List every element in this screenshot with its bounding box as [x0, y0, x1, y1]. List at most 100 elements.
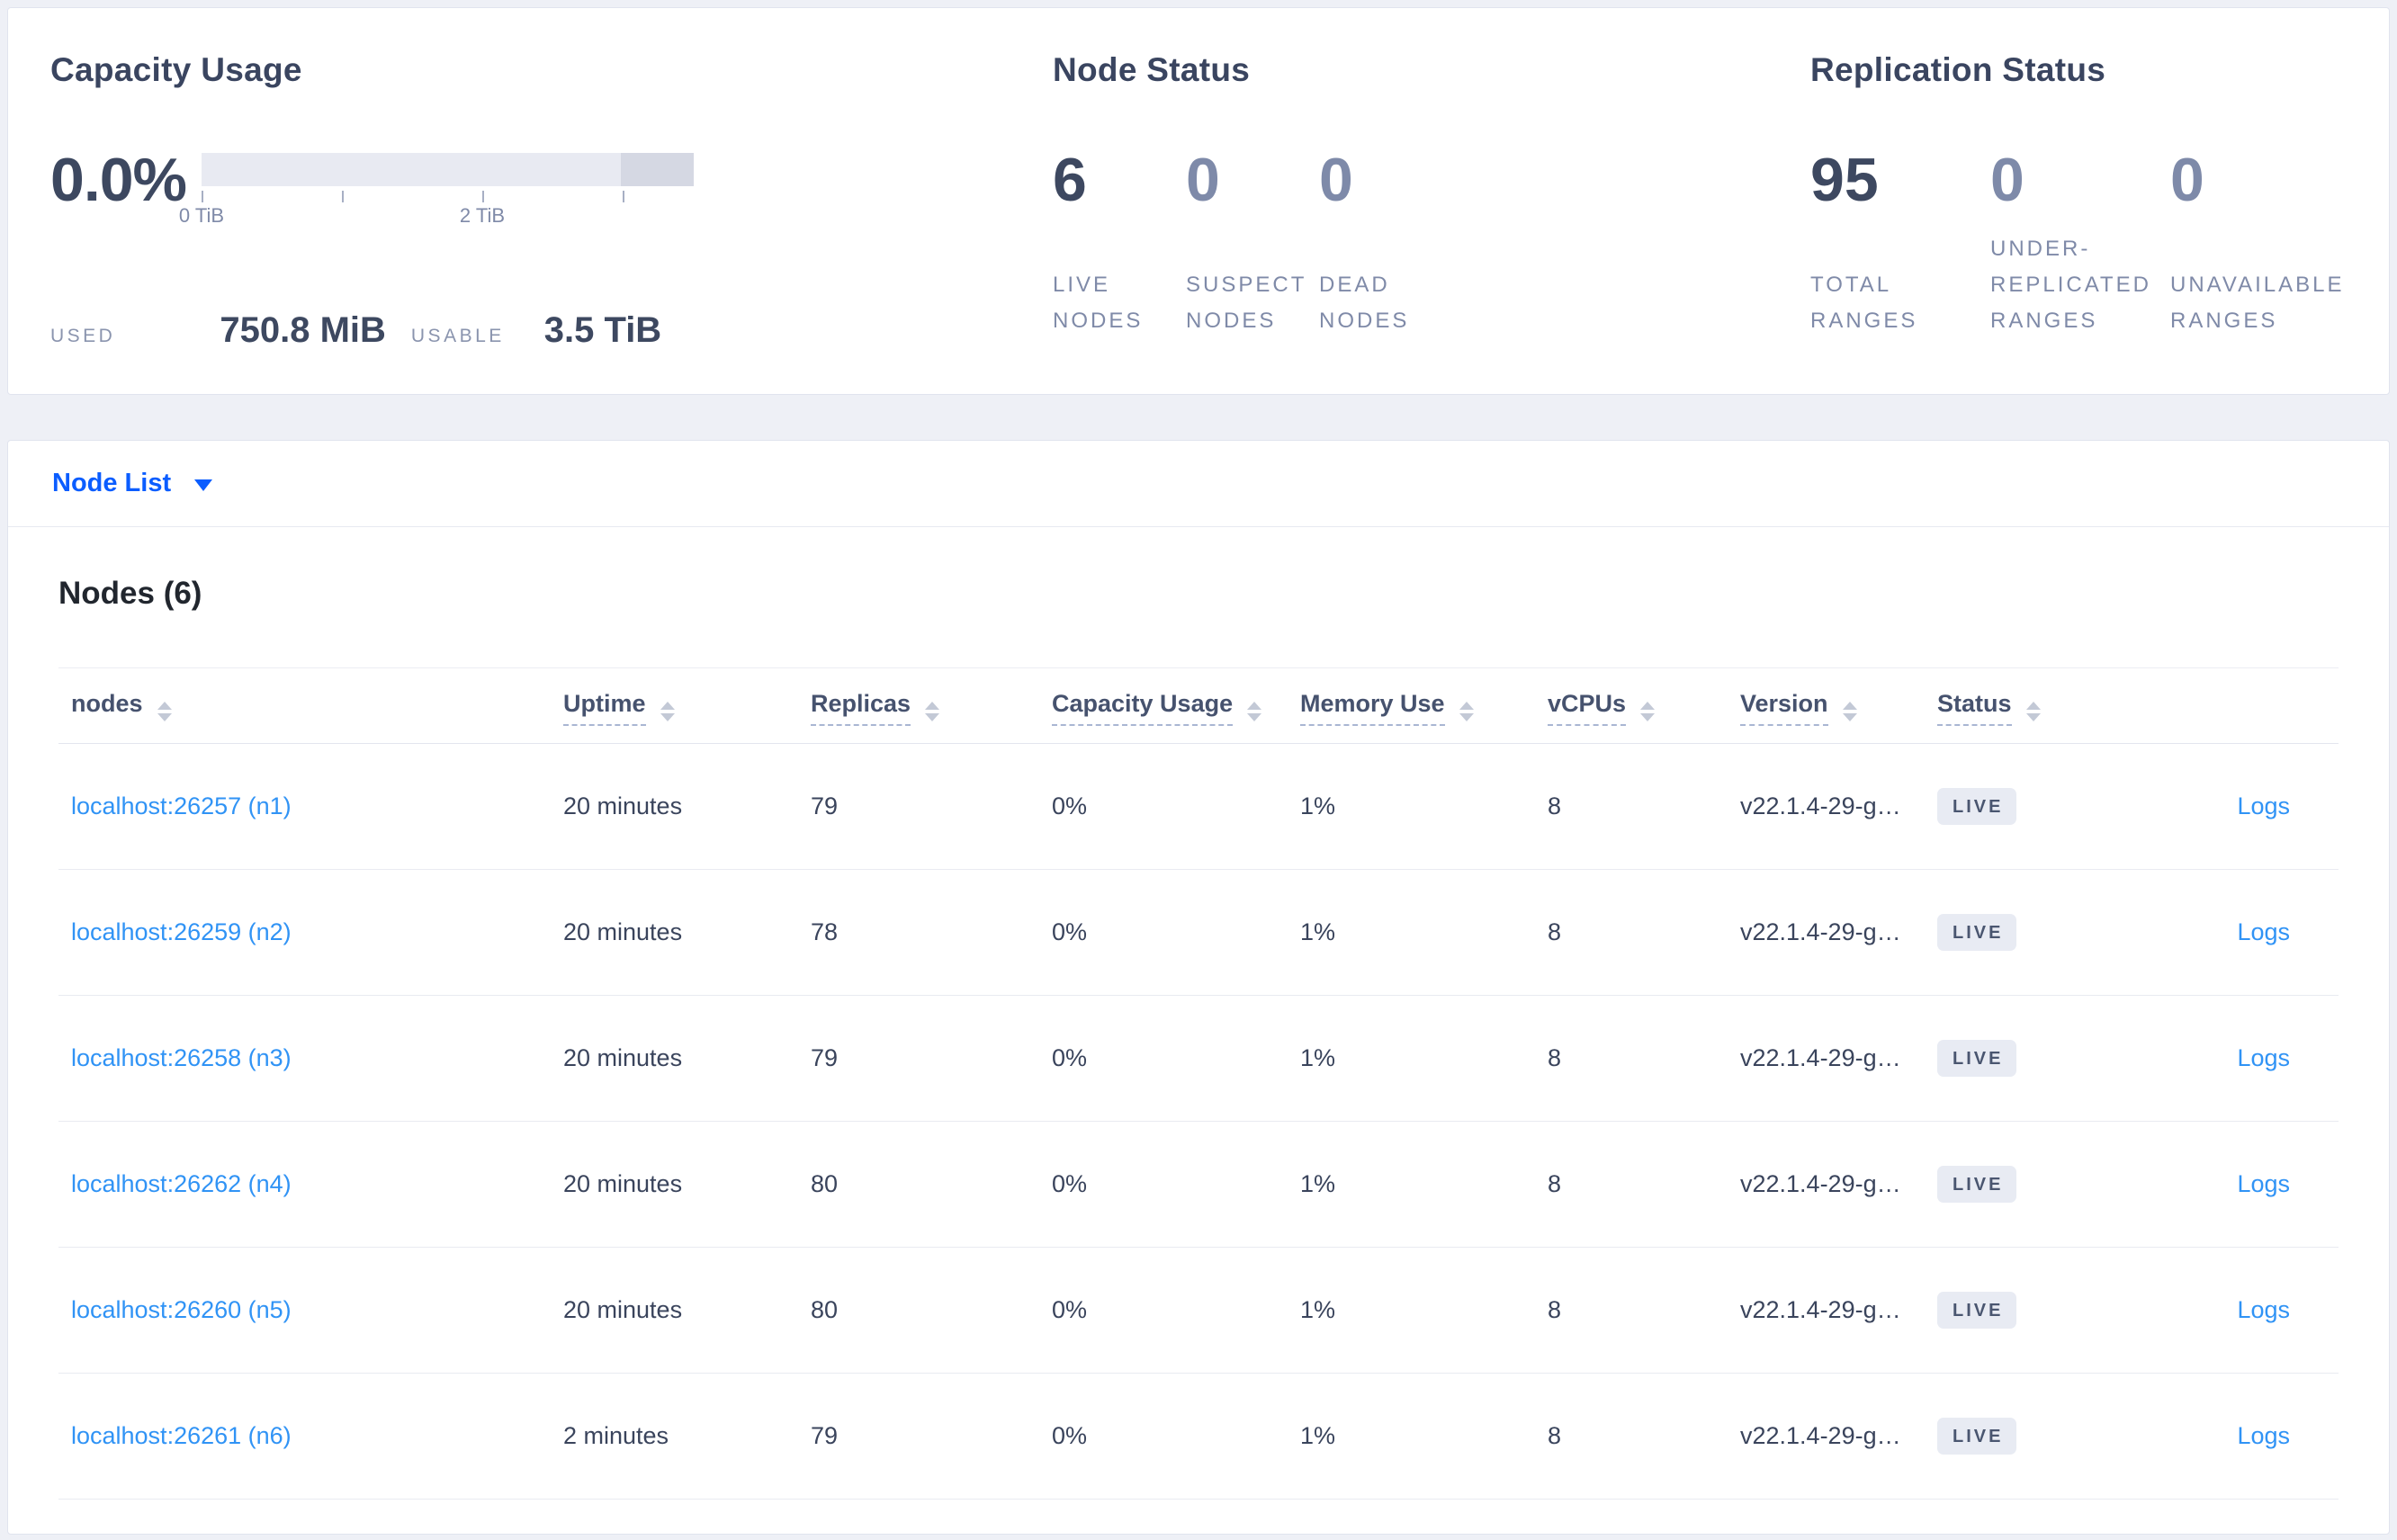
vcpus-cell: 8 — [1548, 1296, 1562, 1323]
column-header-label: Capacity Usage — [1052, 690, 1234, 726]
stat-label: TOTAL RANGES — [1810, 273, 1918, 333]
logs-link[interactable]: Logs — [2237, 792, 2290, 819]
axis-tick-label: 2 TiB — [459, 204, 506, 227]
column-header-label: Uptime — [563, 690, 646, 726]
memory-use-cell: 1% — [1300, 792, 1336, 819]
table-row: localhost:26262 (n4) 20 minutes 80 0% 1% 8 v22… — [58, 1122, 2339, 1248]
stat-column: 0 UNDER-REPLICATED RANGES — [1990, 148, 2170, 339]
table-body: localhost:26257 (n1) 20 minutes 79 0% 1% 8 v22… — [58, 744, 2339, 1500]
version-cell: v22.1.4-29-g… — [1740, 792, 1901, 819]
sort-icon[interactable] — [2025, 702, 2041, 721]
axis-tick — [342, 191, 344, 202]
sort-icon[interactable] — [1459, 702, 1474, 721]
stat-label: SUSPECT NODES — [1186, 273, 1306, 333]
column-header-label: nodes — [71, 690, 143, 717]
replication-status-section: Replication Status 95 TOTAL RANGES 0 UNDER-… — [1810, 49, 2389, 394]
axis-tick — [202, 191, 203, 202]
logs-link[interactable]: Logs — [2237, 1044, 2290, 1071]
table-header-row: nodes Uptime Replicas Capacity Usage Memory … — [58, 668, 2339, 744]
node-status-section: Node Status 6 LIVE NODES 0 SUSPECT NODES 0 DE… — [1053, 49, 1810, 394]
view-selector-row: Node List — [8, 441, 2389, 527]
memory-use-cell: 1% — [1300, 1170, 1336, 1197]
column-header-status[interactable]: Status — [1925, 690, 2177, 726]
column-header-memory-use[interactable]: Memory Use — [1288, 690, 1535, 726]
view-selector-label: Node List — [52, 469, 172, 497]
table-row: localhost:26259 (n2) 20 minutes 78 0% 1% 8 v22… — [58, 870, 2339, 996]
stat-label: LIVE NODES — [1053, 273, 1144, 333]
column-header-version[interactable]: Version — [1728, 690, 1925, 726]
version-cell: v22.1.4-29-g… — [1740, 1296, 1901, 1323]
uptime-cell: 20 minutes — [563, 1044, 683, 1071]
sort-icon[interactable] — [1247, 702, 1262, 721]
nodes-section-heading: Nodes (6) — [58, 576, 202, 611]
table-row: localhost:26260 (n5) 20 minutes 80 0% 1% 8 v22… — [58, 1248, 2339, 1374]
stat-value: 0 — [2170, 146, 2204, 214]
version-cell: v22.1.4-29-g… — [1740, 1422, 1901, 1449]
capacity-usage-cell: 0% — [1052, 1296, 1088, 1323]
node-status-title: Node Status — [1053, 51, 1251, 88]
node-link[interactable]: localhost:26262 (n4) — [71, 1170, 292, 1197]
sort-icon[interactable] — [1640, 702, 1656, 721]
column-header-vcpus[interactable]: vCPUs — [1535, 690, 1728, 726]
uptime-cell: 20 minutes — [563, 1170, 683, 1197]
view-selector-dropdown[interactable]: Node List — [52, 469, 213, 498]
node-link[interactable]: localhost:26259 (n2) — [71, 918, 292, 945]
replicas-cell: 79 — [811, 792, 839, 819]
table-row: localhost:26258 (n3) 20 minutes 79 0% 1% 8 v22… — [58, 996, 2339, 1122]
chevron-down-icon — [194, 479, 213, 491]
logs-link[interactable]: Logs — [2237, 1170, 2290, 1197]
sort-icon[interactable] — [925, 702, 940, 721]
capacity-axis-ticks — [202, 186, 694, 202]
memory-use-cell: 1% — [1300, 918, 1336, 945]
stat-label: UNAVAILABLE RANGES — [2170, 273, 2345, 333]
logs-link[interactable]: Logs — [2237, 918, 2290, 945]
vcpus-cell: 8 — [1548, 1422, 1562, 1449]
axis-tick-label: 0 TiB — [178, 204, 225, 227]
memory-use-cell: 1% — [1300, 1044, 1336, 1071]
capacity-used-percent: 0.0% — [50, 146, 187, 214]
column-header-label: Version — [1740, 690, 1828, 726]
capacity-usage-cell: 0% — [1052, 1170, 1088, 1197]
axis-tick — [623, 191, 624, 202]
column-header-replicas[interactable]: Replicas — [798, 690, 1039, 726]
version-cell: v22.1.4-29-g… — [1740, 1044, 1901, 1071]
replicas-cell: 80 — [811, 1296, 839, 1323]
node-link[interactable]: localhost:26258 (n3) — [71, 1044, 292, 1071]
used-label: USED — [50, 326, 116, 346]
node-link[interactable]: localhost:26261 (n6) — [71, 1422, 292, 1449]
capacity-usage-title: Capacity Usage — [50, 51, 302, 88]
status-badge: LIVE — [1937, 914, 2017, 951]
capacity-usage-cell: 0% — [1052, 918, 1088, 945]
node-link[interactable]: localhost:26257 (n1) — [71, 792, 292, 819]
vcpus-cell: 8 — [1548, 792, 1562, 819]
logs-link[interactable]: Logs — [2237, 1296, 2290, 1323]
uptime-cell: 20 minutes — [563, 792, 683, 819]
uptime-cell: 20 minutes — [563, 1296, 683, 1323]
replication-status-title: Replication Status — [1810, 51, 2106, 88]
stat-value: 0 — [1186, 146, 1220, 214]
table-row: localhost:26261 (n6) 2 minutes 79 0% 1% 8 v22.… — [58, 1374, 2339, 1500]
sort-icon[interactable] — [660, 702, 675, 721]
logs-link[interactable]: Logs — [2237, 1422, 2290, 1449]
column-header-nodes[interactable]: nodes — [58, 690, 551, 721]
capacity-bar-chart: 0 TiB 2 TiB — [179, 153, 694, 228]
node-list-card: Node List Nodes (6) nodes Uptime Replicas C… — [7, 440, 2390, 1535]
cluster-summary-card: Capacity Usage 0.0% 0 TiB 2 TiB USED 750.… — [7, 7, 2390, 395]
sort-icon[interactable] — [157, 702, 172, 721]
vcpus-cell: 8 — [1548, 1170, 1562, 1197]
nodes-table: nodes Uptime Replicas Capacity Usage Memory … — [58, 667, 2339, 1500]
stat-label: DEAD NODES — [1319, 273, 1410, 333]
column-header-capacity-usage[interactable]: Capacity Usage — [1039, 690, 1288, 726]
used-value: 750.8 MiB — [220, 310, 386, 350]
sort-icon[interactable] — [1842, 702, 1857, 721]
replicas-cell: 78 — [811, 918, 839, 945]
column-header-label: Replicas — [811, 690, 911, 726]
node-link[interactable]: localhost:26260 (n5) — [71, 1296, 292, 1323]
memory-use-cell: 1% — [1300, 1422, 1336, 1449]
replicas-cell: 79 — [811, 1044, 839, 1071]
status-badge: LIVE — [1937, 788, 2017, 825]
column-header-uptime[interactable]: Uptime — [551, 690, 798, 726]
stat-value: 95 — [1810, 146, 1879, 214]
stat-value: 0 — [1990, 146, 2024, 214]
stat-column: 95 TOTAL RANGES — [1810, 148, 1990, 339]
